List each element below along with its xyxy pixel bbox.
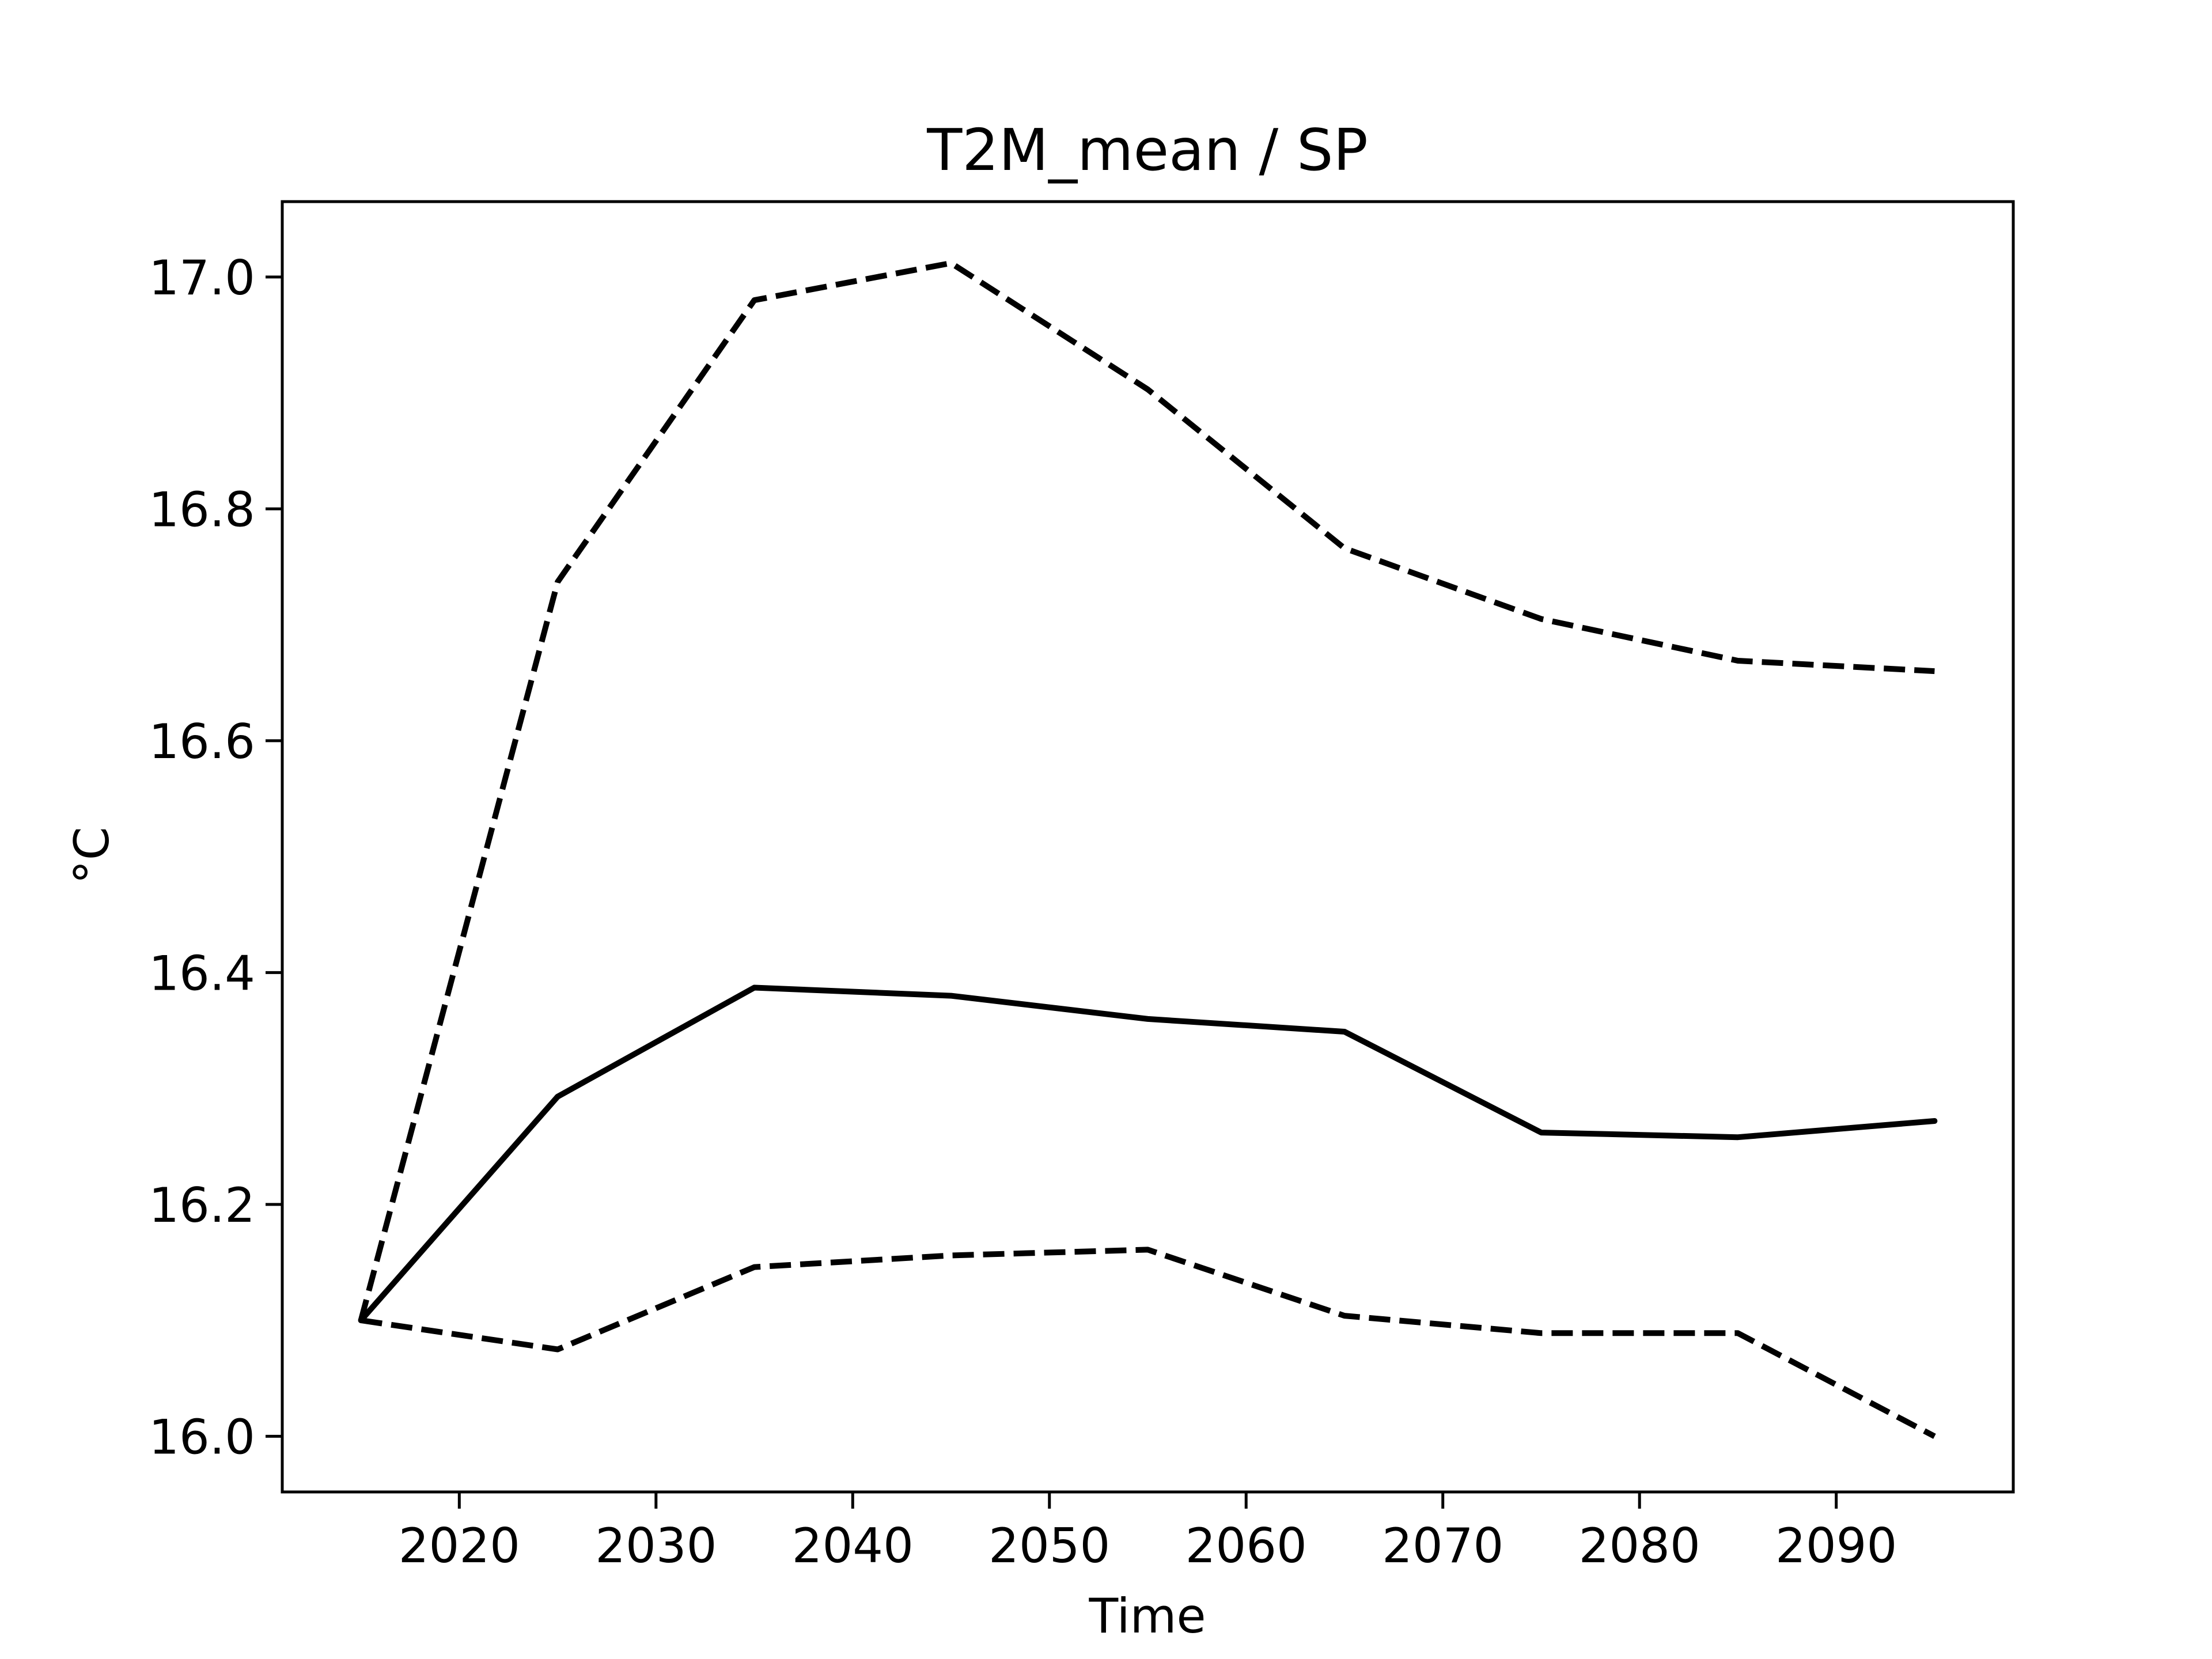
y-tick-label: 17.0 [149, 250, 255, 306]
y-tick-label: 16.8 [149, 482, 255, 537]
y-tick-label: 16.6 [149, 714, 255, 770]
x-tick-label: 2040 [792, 1518, 914, 1574]
x-tick-label: 2060 [1185, 1518, 1307, 1574]
x-tick-label: 2090 [1775, 1518, 1897, 1574]
plot-frame [281, 200, 2015, 1494]
x-tick-label: 2050 [988, 1518, 1110, 1574]
series-line-2 [358, 260, 1935, 1321]
x-tick-label: 2020 [399, 1518, 520, 1574]
y-tick-label: 16.0 [149, 1409, 255, 1465]
x-tick-label: 2030 [595, 1518, 717, 1574]
chart-title: T2M_mean / SP [926, 116, 1368, 184]
plot-area [281, 200, 2015, 1494]
y-tick-label: 16.2 [149, 1177, 255, 1233]
axis-ticks: 2020 2030 2040 2050 2060 2070 2080 2090 16.0 16.2… [149, 250, 1897, 1574]
series-line-3 [360, 1247, 1936, 1439]
x-tick-label: 2080 [1579, 1518, 1700, 1574]
y-tick-label: 16.4 [149, 945, 255, 1001]
series-line-1 [358, 984, 1938, 1324]
x-axis-label: Time [1088, 1588, 1206, 1644]
x-tick-label: 2070 [1382, 1518, 1503, 1574]
y-axis-label: °C [64, 827, 120, 884]
